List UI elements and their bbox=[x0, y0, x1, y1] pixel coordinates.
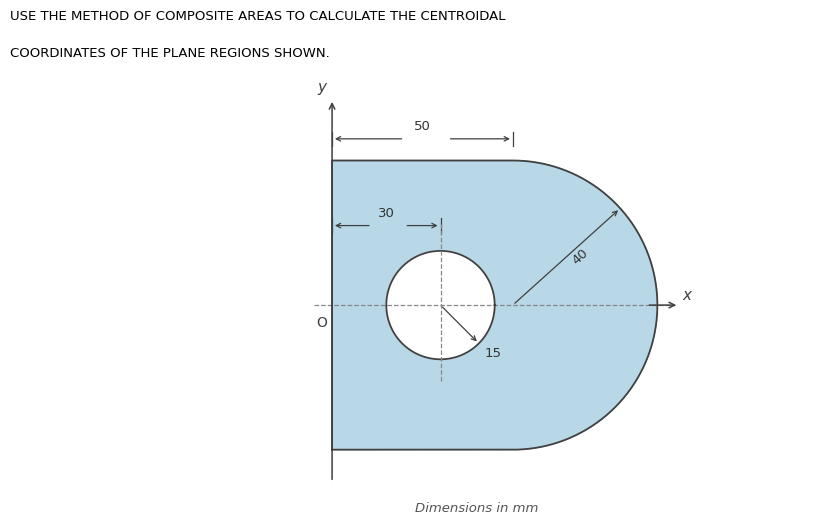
Polygon shape bbox=[332, 160, 658, 449]
Text: Dimensions in mm: Dimensions in mm bbox=[415, 502, 538, 515]
Text: USE THE METHOD OF COMPOSITE AREAS TO CALCULATE THE CENTROIDAL: USE THE METHOD OF COMPOSITE AREAS TO CAL… bbox=[10, 10, 505, 23]
Polygon shape bbox=[387, 251, 495, 359]
Text: 40: 40 bbox=[570, 247, 591, 267]
Text: 30: 30 bbox=[378, 207, 395, 220]
Text: COORDINATES OF THE PLANE REGIONS SHOWN.: COORDINATES OF THE PLANE REGIONS SHOWN. bbox=[10, 47, 330, 60]
Text: y: y bbox=[317, 80, 326, 95]
Text: 15: 15 bbox=[484, 347, 501, 360]
Text: O: O bbox=[316, 316, 326, 330]
Text: 50: 50 bbox=[414, 120, 431, 133]
Text: x: x bbox=[683, 288, 692, 303]
